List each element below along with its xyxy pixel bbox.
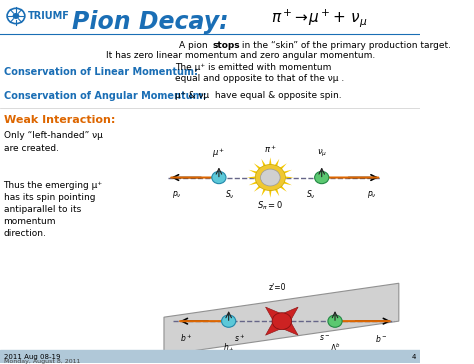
Text: $S_\pi=0$: $S_\pi=0$ [257, 199, 283, 212]
Polygon shape [164, 283, 399, 355]
Polygon shape [276, 307, 298, 326]
Polygon shape [265, 316, 287, 335]
Text: $b^-$: $b^-$ [375, 333, 387, 344]
Text: $\pi^+\!\rightarrow\!\mu^+\!+\,\nu_{\mu}$: $\pi^+\!\rightarrow\!\mu^+\!+\,\nu_{\mu}… [271, 7, 367, 29]
Text: Monday, August 8, 2011: Monday, August 8, 2011 [3, 359, 80, 364]
Text: $\pi^+$: $\pi^+$ [264, 144, 277, 155]
Bar [0, 350, 420, 363]
Polygon shape [274, 159, 279, 168]
Circle shape [272, 313, 292, 329]
Text: Only “left-handed” νμ: Only “left-handed” νμ [3, 131, 102, 140]
Text: are created.: are created. [3, 144, 59, 153]
Circle shape [13, 14, 18, 18]
Text: It has zero linear momentum and zero angular momentum.: It has zero linear momentum and zero ang… [106, 51, 375, 60]
Text: μ⁺ & νμ  have equal & opposite spin.: μ⁺ & νμ have equal & opposite spin. [175, 91, 342, 100]
Polygon shape [249, 181, 259, 185]
Text: 4: 4 [412, 354, 417, 360]
Circle shape [212, 171, 226, 184]
Polygon shape [261, 159, 267, 168]
Polygon shape [254, 184, 263, 192]
Text: momentum: momentum [3, 217, 56, 226]
Text: has its spin pointing: has its spin pointing [3, 193, 95, 202]
Text: TRIUMF: TRIUMF [28, 11, 70, 21]
Circle shape [7, 8, 25, 24]
Text: $\mu^+$: $\mu^+$ [212, 147, 226, 161]
Polygon shape [276, 316, 298, 335]
Polygon shape [278, 184, 287, 192]
Text: Thus the emerging μ⁺: Thus the emerging μ⁺ [3, 181, 103, 190]
Text: Conservation of Linear Momentum:: Conservation of Linear Momentum: [3, 67, 198, 77]
Polygon shape [254, 163, 263, 171]
Text: antiparallel to its: antiparallel to its [3, 205, 81, 214]
Text: A pion: A pion [179, 41, 210, 50]
Polygon shape [269, 189, 272, 198]
Circle shape [328, 315, 342, 327]
Text: in the “skin” of the primary production target.: in the “skin” of the primary production … [239, 41, 451, 50]
Circle shape [255, 165, 285, 190]
Text: Pion Decay:: Pion Decay: [73, 10, 229, 34]
Text: Conservation of Angular Momentum:: Conservation of Angular Momentum: [3, 91, 206, 101]
Text: $\Lambda^b$: $\Lambda^b$ [330, 342, 340, 354]
Text: $b^+$: $b^+$ [180, 332, 192, 344]
Text: $h_+$: $h_+$ [223, 342, 235, 354]
Text: $s^+$: $s^+$ [234, 332, 245, 344]
Circle shape [221, 315, 236, 327]
Circle shape [315, 171, 329, 184]
Text: $\nu_\mu$: $\nu_\mu$ [317, 148, 327, 159]
Text: Weak Interaction:: Weak Interaction: [3, 115, 115, 125]
Text: 2011 Aug 08-19: 2011 Aug 08-19 [3, 354, 60, 360]
Polygon shape [282, 181, 292, 185]
Text: $p_\nu$: $p_\nu$ [367, 189, 377, 200]
Polygon shape [261, 187, 267, 196]
Text: $s^-$: $s^-$ [319, 333, 330, 343]
Text: The μ⁺ is emitted with momentum: The μ⁺ is emitted with momentum [175, 63, 332, 72]
Polygon shape [269, 157, 272, 167]
Polygon shape [283, 176, 294, 179]
Polygon shape [265, 307, 287, 326]
Polygon shape [247, 176, 257, 179]
Polygon shape [278, 163, 287, 171]
Text: stops: stops [213, 41, 240, 50]
Polygon shape [249, 170, 259, 175]
Text: $S_\nu$: $S_\nu$ [306, 188, 316, 201]
Polygon shape [274, 187, 279, 196]
Text: equal and opposite to that of the νμ .: equal and opposite to that of the νμ . [175, 74, 345, 83]
Text: z'=0: z'=0 [269, 283, 286, 292]
Circle shape [261, 169, 280, 186]
Polygon shape [282, 170, 292, 175]
Text: direction.: direction. [3, 229, 46, 238]
Text: $S_\nu$: $S_\nu$ [225, 188, 235, 201]
Text: $p_\nu$: $p_\nu$ [173, 189, 182, 200]
